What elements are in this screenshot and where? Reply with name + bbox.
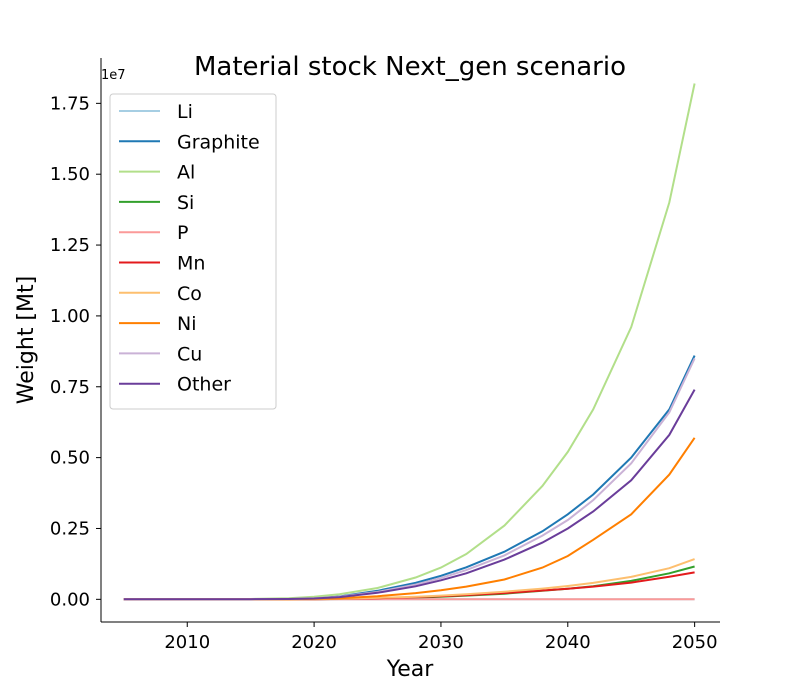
legend-label-other: Other — [177, 374, 231, 396]
x-tick-label: 2010 — [164, 632, 210, 653]
legend-label-li: Li — [177, 101, 193, 123]
series-lines — [123, 83, 696, 601]
x-tick-label: 2030 — [418, 632, 464, 653]
x-axis-label: Year — [386, 657, 435, 682]
axis-ticks: 2010 2020 2030 2040 2050 0.00 0.25 0.50 0.75 1.00… — [50, 93, 718, 653]
y-tick-label: 0.00 — [50, 589, 90, 610]
y-tick-label: 1.25 — [50, 235, 90, 256]
legend-box — [109, 93, 277, 410]
chart-title: Material stock Next_gen scenario — [194, 52, 626, 82]
legend-label-si: Si — [177, 192, 194, 214]
legend-label-mn: Mn — [177, 253, 205, 275]
legend-label-al: Al — [177, 162, 195, 184]
y-axis-label: Weight [Mt] — [14, 276, 39, 404]
legend-label-p: P — [177, 222, 188, 244]
x-tick-label: 2050 — [672, 632, 718, 653]
series-line-ni — [123, 437, 696, 601]
y-tick-label: 0.25 — [50, 518, 90, 539]
legend-label-graphite: Graphite — [177, 131, 260, 153]
y-tick-label: 1.75 — [50, 93, 90, 114]
legend-label-co: Co — [177, 283, 202, 305]
legend: Li Graphite Al Si P Mn Co Ni Cu Other — [109, 93, 277, 410]
y-tick-label: 0.75 — [50, 377, 90, 398]
series-line-other — [123, 389, 696, 601]
x-tick-label: 2020 — [291, 632, 337, 653]
y-offset-label: 1e7 — [101, 68, 126, 83]
x-tick-label: 2040 — [545, 632, 591, 653]
legend-label-cu: Cu — [177, 343, 202, 365]
legend-label-ni: Ni — [177, 313, 197, 335]
y-tick-label: 1.00 — [50, 306, 90, 327]
y-tick-label: 0.50 — [50, 448, 90, 469]
y-tick-label: 1.50 — [50, 164, 90, 185]
